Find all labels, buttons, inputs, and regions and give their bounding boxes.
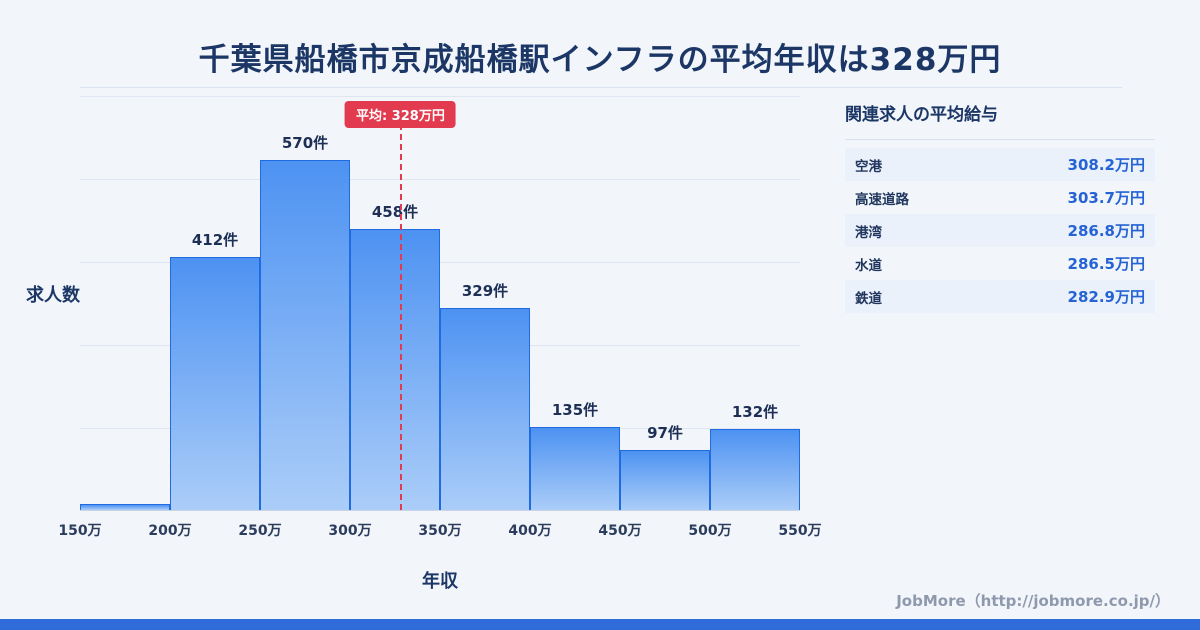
x-tick-label: 250万	[238, 523, 282, 539]
histogram-bar-500-550	[710, 428, 800, 510]
page-title: 千葉県船橋市京成船橋駅インフラの平均年収は328万円	[198, 42, 1002, 78]
row-value: 282.9万円	[1067, 288, 1145, 306]
bar-count-label: 458件	[371, 202, 419, 221]
related-salary-row: 高速道路 303.7万円	[845, 181, 1155, 214]
panel-rows: 空港 308.2万円高速道路 303.7万円港湾 286.8万円水道 286.5万円鉄道…	[845, 148, 1155, 313]
bar-count-label: 412件	[191, 231, 239, 250]
related-salary-row: 鉄道 282.9万円	[845, 280, 1155, 313]
x-tick-label: 500万	[688, 523, 732, 539]
bar-count-label: 570件	[281, 134, 329, 152]
gridline	[80, 262, 800, 263]
related-salary-row: 空港 308.2万円	[845, 148, 1155, 181]
row-value: 286.8万円	[1067, 222, 1145, 240]
y-axis-label: 求人数	[26, 285, 80, 306]
title-divider	[80, 87, 1122, 88]
row-label: 鉄道	[855, 290, 882, 307]
x-axis-label: 年収	[422, 571, 458, 592]
x-tick-label: 300万	[328, 523, 372, 539]
histogram-bar-400-450	[530, 427, 620, 510]
row-label: 空港	[855, 158, 882, 175]
row-label: 港湾	[855, 224, 882, 241]
gridline	[80, 96, 800, 97]
bar-count-label: 329件	[461, 281, 509, 300]
x-tick-label: 450万	[598, 523, 642, 539]
gridline	[80, 179, 800, 180]
bar-count-label: 132件	[731, 402, 779, 421]
row-label: 水道	[855, 257, 882, 274]
histogram-bar-250-300	[260, 160, 350, 510]
related-salary-row: 港湾 286.8万円	[845, 214, 1155, 247]
row-label: 高速道路	[855, 191, 909, 208]
x-tick-label: 400万	[508, 523, 552, 539]
related-salary-panel: 関連求人の平均給与 空港 308.2万円高速道路 303.7万円港湾 286.8万円水…	[845, 100, 1155, 313]
x-axis-ticks: 150万 200万 250万 300万 350万 400万 450万 500万 550万	[58, 520, 821, 540]
credit-text: JobMore（http://jobmore.co.jp/）	[896, 592, 1170, 610]
x-tick-label: 350万	[418, 523, 462, 539]
bar-count-label: 135件	[551, 401, 599, 420]
histogram-plot-area: 412件 570件 458件 329件 135件 97件 132件 平均: 328万円	[80, 96, 800, 511]
x-tick-label: 550万	[778, 523, 822, 539]
row-value: 286.5万円	[1067, 255, 1145, 273]
histogram-bar-450-500	[620, 450, 710, 510]
bar-count-label: 97件	[647, 424, 683, 443]
panel-heading: 関連求人の平均給与	[845, 100, 1155, 140]
average-line	[400, 124, 403, 510]
x-tick-label: 150万	[58, 523, 102, 539]
histogram-bar-300-350	[350, 228, 440, 510]
histogram-bar-150-200	[80, 503, 170, 510]
histogram-bar-350-400	[440, 307, 530, 510]
histogram-bar-200-250	[170, 257, 260, 510]
x-tick-label: 200万	[148, 523, 192, 539]
average-badge: 平均: 328万円	[344, 101, 456, 128]
row-value: 303.7万円	[1067, 189, 1145, 207]
related-salary-row: 水道 286.5万円	[845, 247, 1155, 280]
footer-strip	[0, 619, 1200, 630]
row-value: 308.2万円	[1067, 156, 1145, 174]
